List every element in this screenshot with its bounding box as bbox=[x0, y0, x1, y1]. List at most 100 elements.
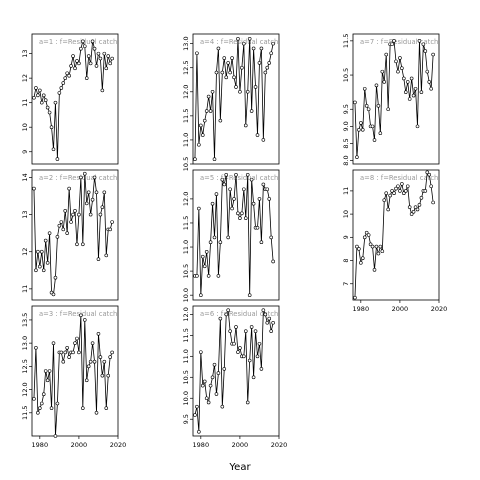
y-tick-label: 10 bbox=[21, 123, 29, 131]
data-point bbox=[405, 184, 410, 189]
panel-4: a=4 : f=Residual catch 10.5 11.0 11.5 12.0 12… bbox=[182, 33, 280, 171]
data-point bbox=[98, 212, 103, 217]
data-point bbox=[378, 244, 383, 249]
data-point bbox=[81, 406, 85, 410]
data-point bbox=[82, 44, 87, 49]
data-point bbox=[419, 90, 424, 94]
data-point bbox=[247, 358, 252, 363]
data-point bbox=[36, 249, 40, 254]
data-point bbox=[255, 354, 260, 359]
data-point bbox=[253, 329, 258, 333]
data-point bbox=[390, 189, 394, 193]
data-point bbox=[251, 375, 256, 380]
data-point bbox=[245, 173, 250, 177]
data-point bbox=[61, 227, 66, 232]
data-point bbox=[65, 345, 69, 350]
data-point bbox=[98, 355, 103, 359]
data-point bbox=[427, 172, 432, 177]
data-point bbox=[423, 189, 428, 193]
data-point bbox=[92, 359, 97, 364]
data-point bbox=[398, 189, 402, 193]
data-point bbox=[419, 196, 424, 200]
data-point bbox=[67, 73, 71, 78]
data-point bbox=[199, 350, 203, 354]
data-point bbox=[106, 373, 111, 378]
data-point bbox=[403, 189, 408, 193]
data-point bbox=[214, 70, 219, 75]
data-point bbox=[216, 46, 221, 51]
data-point bbox=[88, 61, 93, 66]
data-point bbox=[224, 312, 229, 317]
data-point bbox=[360, 127, 365, 132]
data-point bbox=[392, 191, 396, 196]
data-point bbox=[271, 41, 275, 46]
data-point bbox=[71, 212, 75, 217]
data-point bbox=[405, 80, 410, 84]
data-point bbox=[81, 242, 85, 247]
data-point bbox=[390, 42, 394, 47]
data-point bbox=[110, 56, 114, 61]
data-point bbox=[265, 320, 270, 325]
data-point bbox=[359, 121, 363, 125]
data-point bbox=[216, 274, 221, 278]
data-point bbox=[110, 220, 114, 224]
data-point bbox=[243, 329, 248, 333]
data-point bbox=[53, 434, 58, 438]
data-point bbox=[45, 261, 50, 265]
data-point bbox=[236, 350, 240, 354]
data-point bbox=[84, 76, 89, 80]
y-tick-label: 7 bbox=[342, 282, 350, 286]
data-point bbox=[403, 90, 408, 94]
data-point bbox=[236, 37, 240, 41]
data-point bbox=[255, 225, 260, 230]
y-tick-label: 11.5 bbox=[21, 406, 29, 420]
data-point bbox=[81, 39, 85, 44]
data-point bbox=[96, 257, 101, 261]
data-point bbox=[222, 56, 227, 60]
data-point bbox=[84, 201, 89, 206]
data-point bbox=[39, 401, 44, 406]
y-tick-label: 12.0 bbox=[182, 307, 190, 321]
data-point bbox=[214, 392, 219, 396]
data-point bbox=[90, 341, 95, 345]
data-point bbox=[86, 190, 91, 195]
data-point bbox=[243, 216, 248, 220]
data-point bbox=[73, 341, 77, 345]
data-point bbox=[386, 107, 390, 112]
y-tick-label: 12.5 bbox=[182, 60, 190, 74]
data-point bbox=[238, 216, 242, 220]
x-axis-label: Year bbox=[228, 462, 251, 473]
data-point bbox=[204, 250, 209, 254]
x-tick-label: 2020 bbox=[271, 441, 288, 449]
data-point bbox=[61, 359, 66, 364]
data-point bbox=[38, 264, 42, 269]
data-point bbox=[232, 75, 236, 80]
data-point bbox=[425, 69, 430, 74]
data-point bbox=[208, 109, 213, 113]
data-point bbox=[210, 375, 215, 380]
data-point bbox=[411, 209, 416, 214]
panel-title: a=6 : f=Residual catch bbox=[200, 310, 278, 318]
data-point bbox=[417, 39, 422, 43]
x-tick-label: 2020 bbox=[110, 441, 127, 449]
y-tick-label: 13 bbox=[21, 210, 29, 218]
y-tick-label: 11 bbox=[342, 187, 350, 195]
data-point bbox=[359, 261, 363, 265]
data-point bbox=[249, 177, 254, 182]
panel-6: a=6 : f=Residual catch 9.5 10.0 10.5 11.0 11.… bbox=[182, 305, 288, 449]
y-tick-label: 11.5 bbox=[342, 34, 350, 48]
data-point bbox=[102, 359, 107, 364]
data-point bbox=[218, 118, 223, 123]
panel-frame bbox=[31, 305, 119, 437]
data-point bbox=[226, 308, 230, 312]
y-tick-label: 10.5 bbox=[182, 370, 190, 384]
data-point bbox=[224, 173, 229, 177]
data-point bbox=[411, 93, 416, 98]
data-point bbox=[234, 85, 238, 89]
data-point bbox=[429, 86, 433, 91]
data-point bbox=[108, 61, 112, 66]
data-point bbox=[57, 91, 62, 95]
data-point bbox=[193, 413, 197, 417]
